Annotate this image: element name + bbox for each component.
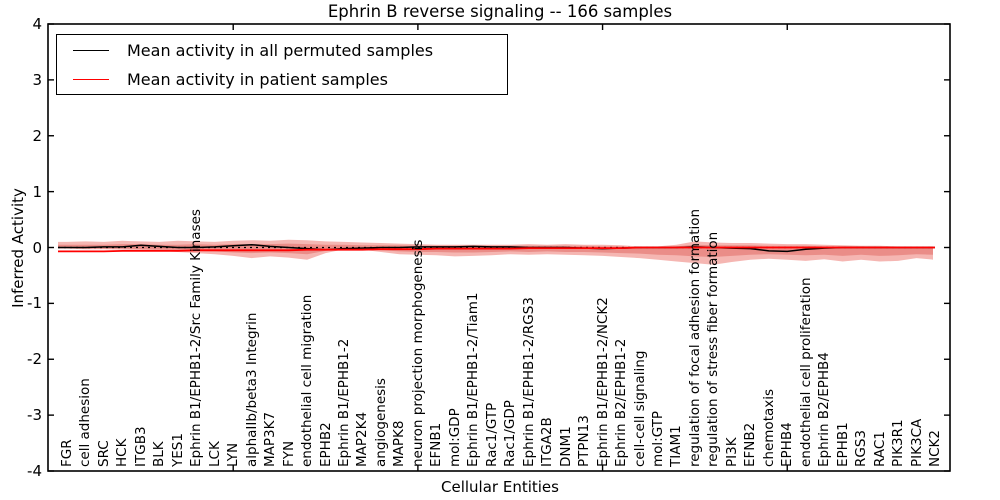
x-category-label: MAP2K4 xyxy=(354,411,371,467)
x-category-label: Ephrin B2/EPHB4 xyxy=(816,352,833,467)
legend-label: Mean activity in all permuted samples xyxy=(127,40,434,60)
x-category-label: PIK3CA xyxy=(908,418,925,467)
x-category-label: Ephrin B1/EPHB1-2/Src Family Kinases xyxy=(188,209,205,467)
x-category-label: EPHB1 xyxy=(834,422,851,467)
x-category-label: mol:GDP xyxy=(446,408,463,467)
x-category-label: FGR xyxy=(59,439,75,467)
x-category-label: RGS3 xyxy=(853,430,870,467)
y-tick-label: -4 xyxy=(27,462,42,480)
x-category-label: YES1 xyxy=(169,433,186,467)
x-category-label: PI3K xyxy=(723,437,740,467)
x-category-label: DNM1 xyxy=(557,426,574,467)
x-category-label: Ephrin B1/EPHB1-2/Tiam1 xyxy=(465,292,482,467)
legend-item-permuted: Mean activity in all permuted samples xyxy=(57,36,507,64)
y-tick-label: -3 xyxy=(27,406,42,425)
x-category-label: LCK xyxy=(206,441,223,467)
x-category-label: BLK xyxy=(151,441,168,467)
x-category-label: SRC xyxy=(95,440,112,467)
y-tick-label: 3 xyxy=(32,70,42,89)
x-category-label: neuron projection morphogenesis xyxy=(409,239,426,467)
x-category-label: endothelial cell proliferation xyxy=(797,277,814,467)
permuted-line-swatch xyxy=(73,49,109,51)
permuted-mean-line xyxy=(58,243,935,253)
x-category-label: endothelial cell migration xyxy=(299,294,316,467)
y-tick-label: 2 xyxy=(32,126,42,145)
x-category-label: mol:GTP xyxy=(649,410,666,467)
x-category-label: MAPK8 xyxy=(391,420,408,467)
x-category-label: Ephrin B1/EPHB1-2 xyxy=(336,338,353,467)
x-category-label: PTPN13 xyxy=(576,415,593,467)
chart-title: Ephrin B reverse signaling -- 166 sample… xyxy=(327,2,673,21)
y-tick-label: -1 xyxy=(27,294,42,313)
x-category-label: NCK2 xyxy=(926,430,943,467)
x-category-label: PIK3R1 xyxy=(890,419,907,467)
x-category-label: chemotaxis xyxy=(760,388,777,467)
x-axis-label: Cellular Entities xyxy=(441,478,559,496)
x-category-label: cell-cell signaling xyxy=(631,350,648,467)
x-category-label: Rac1/GDP xyxy=(502,400,519,467)
patient-mean-line xyxy=(57,246,935,253)
y-tick-label: 1 xyxy=(32,182,42,201)
x-category-label: RAC1 xyxy=(871,431,888,467)
x-category-label: EPHB2 xyxy=(317,422,334,467)
x-category-label: EPHB4 xyxy=(779,422,796,467)
x-category-label: HCK xyxy=(114,438,131,467)
x-category-label: EFNB2 xyxy=(742,422,759,467)
x-category-label: TIAM1 xyxy=(668,425,685,467)
x-category-label: ITGA2B xyxy=(539,417,556,467)
x-category-label: ITGB3 xyxy=(132,426,149,467)
x-category-label: Rac1/GTP xyxy=(483,402,500,467)
x-category-label: cell adhesion xyxy=(77,378,94,467)
x-category-label: regulation of focal adhesion formation xyxy=(686,208,703,467)
x-category-label: Ephrin B1/EPHB1-2/NCK2 xyxy=(594,297,611,467)
legend-item-patient: Mean activity in patient samples xyxy=(57,65,507,93)
legend-box: Mean activity in all permuted samples Me… xyxy=(56,34,508,95)
x-category-label: EFNB1 xyxy=(428,422,445,467)
x-category-label: alphaIIb/beta3 Integrin xyxy=(243,312,260,467)
x-category-label: Ephrin B1/EPHB1-2/RGS3 xyxy=(520,297,537,467)
x-category-label: MAP3K7 xyxy=(262,411,279,467)
x-category-label: angiogenesis xyxy=(372,378,389,467)
x-category-label: LYN xyxy=(225,442,242,467)
x-category-label: FYN xyxy=(280,440,297,467)
y-tick-label: 4 xyxy=(32,15,42,33)
x-category-label: regulation of stress fiber formation xyxy=(705,231,722,467)
y-tick-label: 0 xyxy=(32,238,42,257)
x-category-label: Ephrin B2/EPHB1-2 xyxy=(613,338,630,467)
legend-label: Mean activity in patient samples xyxy=(127,69,388,89)
y-tick-label: -2 xyxy=(27,350,42,369)
patient-line-swatch xyxy=(73,78,109,80)
